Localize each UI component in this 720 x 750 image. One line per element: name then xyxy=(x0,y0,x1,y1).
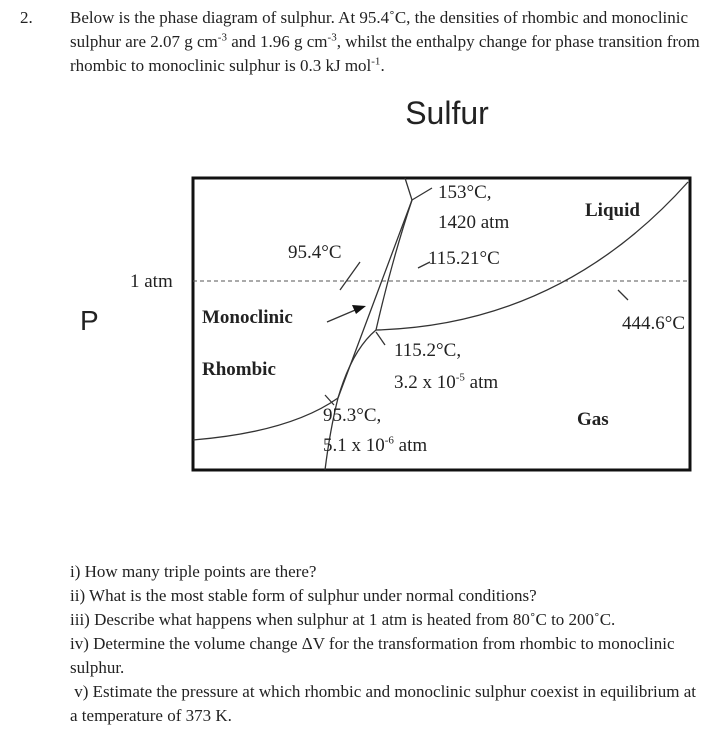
label: 95.3°C, xyxy=(323,405,382,426)
text-run: , whilst the enthalpy change for phase t… xyxy=(70,32,700,75)
rhombic-gas-curve xyxy=(192,397,339,441)
question-list: i) How many triple points are there? ii) … xyxy=(70,560,700,728)
monoclinic-gas-curve xyxy=(337,329,377,399)
sub-question: iv) Determine the volume change ΔV for t… xyxy=(70,634,679,677)
monoclinic-liquid-curve xyxy=(375,199,413,331)
label: 1420 atm xyxy=(438,212,510,233)
label: 115.21°C xyxy=(428,248,500,269)
rhombic-boundary xyxy=(337,177,413,399)
superscript: -3 xyxy=(327,31,337,44)
liquid-gas-curve xyxy=(375,181,689,331)
label: 153°C, xyxy=(438,182,492,203)
leader-lines xyxy=(324,187,629,406)
sub-question: ii) What is the most stable form of sulp… xyxy=(70,586,537,605)
label: 444.6°C xyxy=(622,313,686,334)
superscript: -5 xyxy=(455,371,465,384)
sub-question: v) Estimate the pressure at which rhombi… xyxy=(70,682,701,725)
phase-boundaries xyxy=(192,177,689,471)
superscript: -3 xyxy=(217,31,227,44)
text-run: and 1.96 g cm xyxy=(226,32,328,51)
label: 1 atm xyxy=(130,271,173,292)
diagram-title: Sulfur xyxy=(405,95,489,131)
text-run: atm xyxy=(393,435,428,456)
superscript: -6 xyxy=(384,434,394,447)
text-run: atm xyxy=(464,372,499,393)
text-run: . xyxy=(380,56,385,75)
label: 5.1 x 10-6 atm xyxy=(323,435,427,457)
diagram-frame xyxy=(191,176,692,472)
question-number: 2. xyxy=(20,8,33,27)
y-axis-label: P xyxy=(80,305,99,336)
text-run: 5.1 x 10 xyxy=(323,435,385,456)
arrow-head xyxy=(352,305,366,314)
question-intro: Below is the phase diagram of sulphur. A… xyxy=(70,6,710,78)
superscript: -1 xyxy=(371,55,381,68)
sub-question: iii) Describe what happens when sulphur … xyxy=(70,610,616,629)
label: 95.4°C xyxy=(288,242,342,263)
text-run: 3.2 x 10 xyxy=(394,372,456,393)
rhombic-lower-curve xyxy=(324,397,339,471)
sub-question: i) How many triple points are there? xyxy=(70,562,317,581)
label: Liquid xyxy=(585,200,640,221)
label: 115.2°C, xyxy=(394,340,462,361)
label: Monoclinic xyxy=(202,307,293,328)
x-axis-label: T xyxy=(453,515,470,520)
text-run: Below is the phase diagram of sulphur. A… xyxy=(70,8,689,51)
phase-diagram: Sulfur P T xyxy=(80,95,692,520)
label: 3.2 x 10-5 atm xyxy=(394,372,498,394)
label: Rhombic xyxy=(202,359,276,380)
label: Gas xyxy=(577,409,609,430)
